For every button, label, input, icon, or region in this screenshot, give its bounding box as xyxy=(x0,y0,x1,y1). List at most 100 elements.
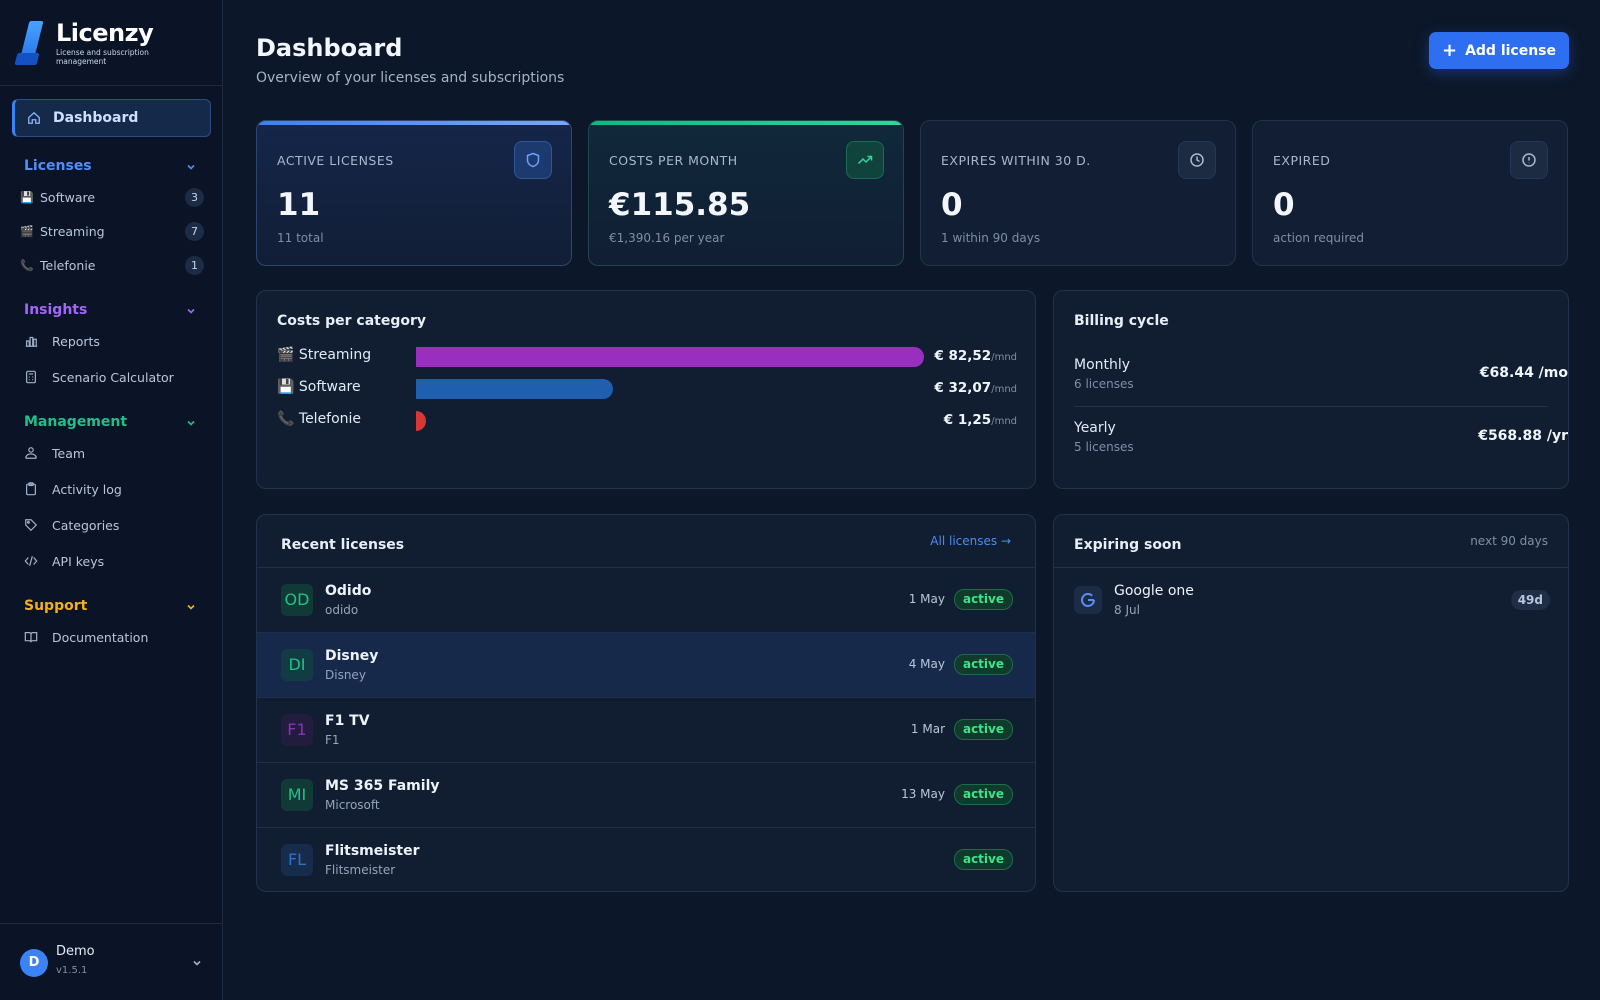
chevron-down-icon[interactable] xyxy=(186,418,196,428)
billing-license-count: 6 licenses xyxy=(1074,377,1134,391)
stat-card-expires-within-30-days[interactable]: EXPIRES WITHIN 30 D. 0 1 within 90 days xyxy=(920,120,1236,266)
shield-icon xyxy=(514,141,552,179)
category-label: 🎬 Streaming xyxy=(277,347,372,363)
category-bar xyxy=(416,347,924,367)
clipboard-icon xyxy=(26,482,36,496)
status-badge: active xyxy=(953,849,1013,870)
stat-card-active-licenses[interactable]: ACTIVE LICENSES 11 11 total xyxy=(256,120,572,266)
status-badge: active xyxy=(953,589,1013,610)
divider xyxy=(1054,567,1568,568)
license-vendor: Flitsmeister xyxy=(325,863,396,877)
billing-amount: €68.44 /mo xyxy=(1479,365,1568,381)
category-row-telefonie[interactable]: 📞 Telefonie € 1,25/mnd xyxy=(277,409,1017,433)
user-menu[interactable]: D Demo v1.5.1 xyxy=(0,923,223,1000)
page-title: Dashboard xyxy=(256,34,403,62)
sidebar-item-label: Scenario Calculator xyxy=(52,369,174,385)
bar-chart-icon xyxy=(25,336,38,347)
chevron-down-icon[interactable] xyxy=(186,162,196,172)
billing-row-yearly[interactable]: Yearly 5 licenses €568.88 /yr xyxy=(1074,416,1568,476)
app-version: v1.5.1 xyxy=(56,965,88,976)
add-license-label: Add license xyxy=(1465,42,1557,59)
license-vendor: F1 xyxy=(325,733,340,747)
floppy-disk-icon: 💾 xyxy=(20,190,34,204)
sidebar-item-telefonie[interactable]: 📞 Telefonie 1 xyxy=(20,254,204,276)
table-row[interactable]: OD Odido odido 1 May active xyxy=(257,567,1035,632)
category-bar-track xyxy=(416,347,924,367)
brand[interactable]: Licenzy License and subscription managem… xyxy=(0,0,222,86)
chevron-down-icon[interactable] xyxy=(186,306,196,316)
sidebar-item-scenario-calculator[interactable]: Scenario Calculator xyxy=(20,366,204,388)
stat-label: ACTIVE LICENSES xyxy=(277,153,394,168)
sidebar-item-label: Activity log xyxy=(52,481,122,497)
plus-icon: + xyxy=(1441,39,1458,61)
stat-card-costs-per-month[interactable]: COSTS PER MONTH €115.85 €1,390.16 per ye… xyxy=(588,120,904,266)
panel-title: Billing cycle xyxy=(1074,313,1169,329)
sidebar-item-label: Team xyxy=(52,445,86,461)
license-vendor: odido xyxy=(325,603,359,617)
billing-cycle-name: Monthly xyxy=(1074,357,1131,373)
chevron-down-icon[interactable] xyxy=(192,958,202,968)
stat-value: 0 xyxy=(941,187,963,223)
brand-name: Licenzy xyxy=(56,18,154,47)
stat-subtext: 1 within 90 days xyxy=(941,231,1041,245)
phone-icon: 📞 xyxy=(20,258,34,272)
recent-licenses-panel: Recent licenses All licenses → OD Odido … xyxy=(256,514,1036,892)
license-vendor: Disney xyxy=(325,668,366,682)
all-licenses-link[interactable]: All licenses → xyxy=(930,534,1011,548)
stat-value: 11 xyxy=(277,187,321,223)
stat-value: 0 xyxy=(1273,187,1295,223)
license-date: 4 May xyxy=(908,657,945,671)
license-date: 1 May xyxy=(908,592,945,606)
table-row[interactable]: MI MS 365 Family Microsoft 13 May active xyxy=(257,762,1035,827)
billing-row-monthly[interactable]: Monthly 6 licenses €68.44 /mo xyxy=(1074,353,1568,413)
table-row[interactable]: FL Flitsmeister Flitsmeister active xyxy=(257,827,1035,891)
category-bar-track xyxy=(416,411,924,431)
status-badge: active xyxy=(953,719,1013,740)
sidebar-item-label: Software xyxy=(40,189,96,205)
card-accent-bar xyxy=(257,121,571,125)
team-icon xyxy=(25,447,37,459)
sidebar-item-label: API keys xyxy=(52,553,105,569)
sidebar-item-reports[interactable]: Reports xyxy=(20,330,204,352)
sidebar-item-software[interactable]: 💾 Software 3 xyxy=(20,186,204,208)
licenzy-logo-icon xyxy=(14,20,48,65)
section-support-title[interactable]: Support xyxy=(24,598,88,614)
sidebar-item-dashboard[interactable]: Dashboard xyxy=(12,99,211,137)
section-licenses-title[interactable]: Licenses xyxy=(24,158,92,174)
license-date: 1 Mar xyxy=(910,722,945,736)
status-badge: active xyxy=(953,784,1013,805)
panel-title: Costs per category xyxy=(277,313,427,329)
phone-icon: 📞 xyxy=(277,411,295,427)
category-row-streaming[interactable]: 🎬 Streaming € 82,52/mnd xyxy=(277,345,1017,369)
panel-title: Expiring soon xyxy=(1074,537,1182,553)
list-item[interactable]: Google one 8 Jul 49d xyxy=(1054,568,1570,633)
expiring-range: next 90 days xyxy=(1470,534,1548,548)
calculator-icon xyxy=(26,370,36,384)
sidebar-item-activity-log[interactable]: Activity log xyxy=(20,478,204,500)
sidebar: Licenzy License and subscription managem… xyxy=(0,0,223,1000)
section-management-title[interactable]: Management xyxy=(24,414,128,430)
category-row-software[interactable]: 💾 Software € 32,07/mnd xyxy=(277,377,1017,401)
license-name: Odido xyxy=(325,583,372,599)
sidebar-item-label: Documentation xyxy=(52,629,149,645)
sidebar-item-api-keys[interactable]: API keys xyxy=(20,550,204,572)
add-license-button[interactable]: + Add license xyxy=(1429,32,1569,69)
expiring-soon-panel: Expiring soon next 90 days Google one 8 … xyxy=(1053,514,1569,892)
chevron-down-icon[interactable] xyxy=(186,602,196,612)
table-row[interactable]: F1 F1 TV F1 1 Mar active xyxy=(257,697,1035,762)
billing-amount: €568.88 /yr xyxy=(1478,428,1568,444)
count-badge: 7 xyxy=(185,222,204,241)
table-row[interactable]: DI Disney Disney 4 May active xyxy=(257,632,1035,697)
category-value: € 82,52/mnd xyxy=(934,348,1017,364)
category-label: 📞 Telefonie xyxy=(277,411,362,427)
sidebar-item-team[interactable]: Team xyxy=(20,442,204,464)
stat-card-expired[interactable]: EXPIRED 0 action required xyxy=(1252,120,1568,266)
stat-subtext: €1,390.16 per year xyxy=(609,231,725,245)
status-badge: active xyxy=(953,654,1013,675)
stat-label: COSTS PER MONTH xyxy=(609,153,738,168)
category-value: € 1,25/mnd xyxy=(943,412,1017,428)
sidebar-item-documentation[interactable]: Documentation xyxy=(20,626,204,648)
sidebar-item-categories[interactable]: Categories xyxy=(20,514,204,536)
section-insights-title[interactable]: Insights xyxy=(24,302,88,318)
sidebar-item-streaming[interactable]: 🎬 Streaming 7 xyxy=(20,220,204,242)
